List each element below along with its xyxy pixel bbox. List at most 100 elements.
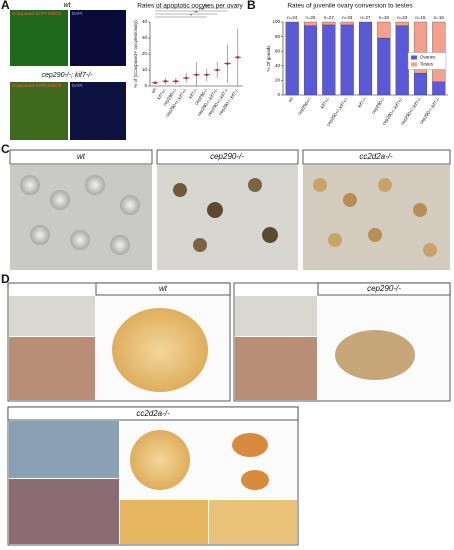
ovary — [232, 433, 268, 457]
bar-segment — [322, 21, 336, 26]
x-tick-label: cep290-/-;kif7-/- — [418, 96, 440, 125]
y-tick-label: 80 — [275, 34, 281, 39]
y-tick-label: 30 — [142, 35, 148, 40]
n-label: n=26 — [305, 15, 316, 20]
bar-segment — [413, 72, 428, 96]
x-tick-label: cep290-/- — [371, 96, 386, 115]
y-tick-label: 40 — [142, 19, 148, 24]
header-box — [302, 149, 451, 165]
panel-label: C — [1, 142, 10, 156]
n-label: n=27 — [324, 15, 335, 20]
point — [236, 55, 240, 59]
x-tick-label: wt — [150, 87, 157, 94]
significance-label: * — [190, 13, 192, 18]
point — [164, 79, 167, 83]
photo-title: cc2d2a-/- — [359, 152, 393, 161]
legend-swatch — [411, 55, 417, 60]
micrograph — [10, 10, 68, 66]
micrograph — [10, 82, 68, 140]
bar-segment — [285, 21, 299, 96]
x-tick-label: kif7+/- — [156, 87, 167, 100]
x-tick-label: kif7+/- — [319, 96, 330, 109]
point — [205, 73, 209, 77]
row-title: cep290-/-; kif7-/- — [42, 72, 94, 79]
bar-segment — [340, 24, 354, 96]
photo — [9, 421, 119, 478]
bar-segment — [395, 21, 409, 26]
ovary — [335, 330, 415, 380]
y-tick-label: 20 — [142, 51, 148, 56]
photo — [235, 337, 317, 400]
header-box — [156, 149, 299, 165]
legend-box — [407, 52, 447, 70]
point — [184, 76, 188, 80]
y-tick-label: 0 — [277, 92, 280, 97]
panel-label: D — [1, 272, 10, 286]
ovary — [130, 430, 190, 490]
n-label: n=16 — [434, 15, 445, 20]
stain-label: cCaspase3 DAPI DiOC6 — [12, 11, 62, 16]
stain-label: DAPI — [72, 11, 83, 16]
n-label: n=33 — [342, 15, 353, 20]
bar-segment — [322, 24, 336, 96]
micrograph — [70, 10, 126, 66]
photo — [157, 165, 298, 270]
n-label: n=19 — [379, 15, 390, 20]
panel-label: B — [247, 0, 256, 12]
stain-label: cCaspase3 DAPI DiOC6 — [12, 83, 62, 88]
photo — [9, 296, 95, 336]
bar-segment — [303, 25, 318, 96]
legend-swatch — [411, 62, 417, 67]
bar-segment — [395, 25, 409, 96]
y-tick-label: 100 — [272, 19, 280, 24]
bar-segment — [432, 21, 446, 83]
photo — [9, 337, 95, 400]
bar-segment — [377, 21, 391, 39]
stain-label: DAPI — [72, 83, 83, 88]
charts: Rates of apoptotic oocytes per ovary 0 10 2… — [133, 3, 448, 127]
header-box — [317, 282, 451, 296]
header-box — [95, 282, 231, 296]
x-tick-label: wt — [287, 96, 294, 103]
photo — [235, 296, 317, 336]
y-tick-label: 40 — [275, 63, 281, 68]
ovary — [112, 308, 208, 392]
legend-label: Testes — [420, 62, 434, 67]
y-tick-label: 20 — [275, 78, 281, 83]
bar-segment — [303, 21, 318, 26]
eggs — [20, 175, 437, 257]
y-axis-label: % of (cCaspase3+ oocytes/ovary) — [133, 20, 138, 88]
x-tick-label: cep290+/- — [297, 96, 313, 116]
x-tick-label: kif7-/- — [357, 96, 368, 108]
photo — [120, 500, 208, 544]
row-title: wt — [64, 2, 72, 9]
photo-title: wt — [77, 152, 86, 161]
y-axis-label: % Of gonads — [266, 45, 271, 72]
ovary — [241, 470, 269, 490]
point — [195, 73, 198, 77]
micrograph — [70, 82, 126, 140]
photo — [209, 500, 297, 544]
significance-label: *** — [204, 4, 210, 9]
chart-title: Rates of apoptotic oocytes per ovary — [137, 3, 243, 10]
bar-segment — [358, 21, 373, 96]
n-label: n=24 — [287, 15, 298, 20]
chart-title: Rates of juvenile ovary conversion to te… — [287, 3, 413, 10]
n-label: n=15 — [415, 15, 426, 20]
photo-title: cep290-/- — [210, 152, 244, 161]
y-tick-label: 0 — [144, 83, 147, 88]
header-box — [7, 406, 299, 421]
panel-label: A — [1, 0, 10, 12]
n-label: n=23 — [397, 15, 408, 20]
point — [174, 79, 178, 83]
point — [215, 68, 219, 72]
legend-label: Ovaries — [420, 55, 436, 60]
bar-segment — [377, 37, 391, 96]
photo-title: cc2d2a-/- — [136, 409, 170, 418]
significance-label: *** — [199, 7, 205, 12]
n-label: n=27 — [360, 15, 371, 20]
photo-title: cep290-/- — [367, 284, 401, 293]
point — [226, 62, 229, 65]
header-box — [9, 149, 153, 165]
